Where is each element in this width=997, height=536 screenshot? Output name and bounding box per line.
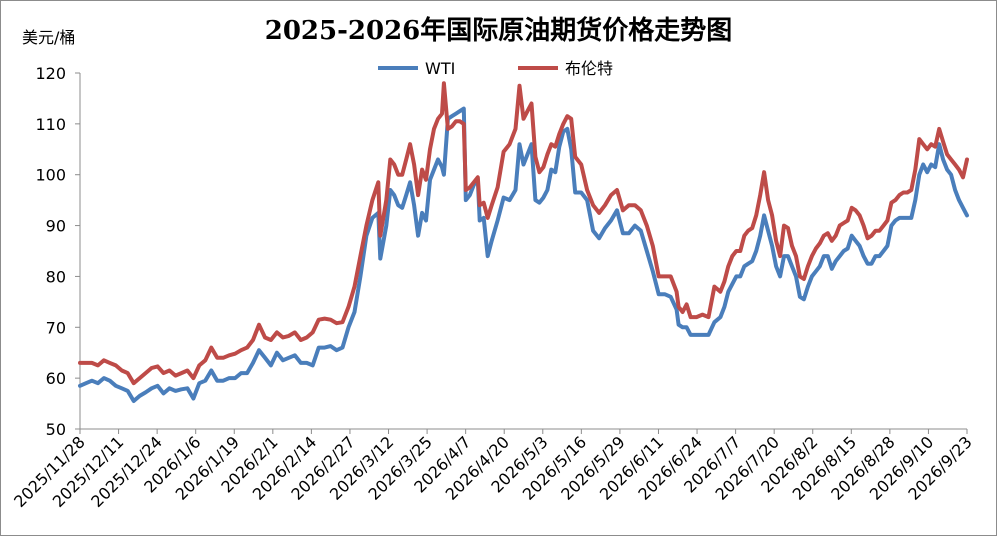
- series-line-wti: [78, 106, 969, 403]
- y-tick-label: 110: [35, 115, 66, 134]
- legend-label-brent: 布伦特: [565, 59, 613, 78]
- y-tick-label: 120: [35, 64, 66, 83]
- legend: WTI 布伦特: [378, 59, 613, 78]
- y-tick-label: 100: [35, 166, 66, 185]
- axes: [79, 73, 967, 430]
- chart-title: 2025-2026年国际原油期货价格走势图: [264, 16, 733, 46]
- x-axis-ticks: 2025/11/282025/12/112025/12/242026/1/620…: [10, 429, 976, 511]
- y-tick-label: 70: [46, 318, 66, 337]
- y-tick-label: 60: [46, 369, 66, 388]
- y-axis-unit-label: 美元/桶: [22, 28, 76, 47]
- y-axis-ticks: 50 60 70 80 90 100 110 120: [35, 64, 80, 439]
- y-tick-label: 80: [46, 267, 66, 286]
- y-tick-label: 90: [46, 217, 66, 236]
- y-tick-label: 50: [46, 420, 66, 439]
- series-lines: [78, 81, 969, 403]
- series-line-brent: [78, 81, 969, 386]
- legend-label-wti: WTI: [425, 59, 455, 78]
